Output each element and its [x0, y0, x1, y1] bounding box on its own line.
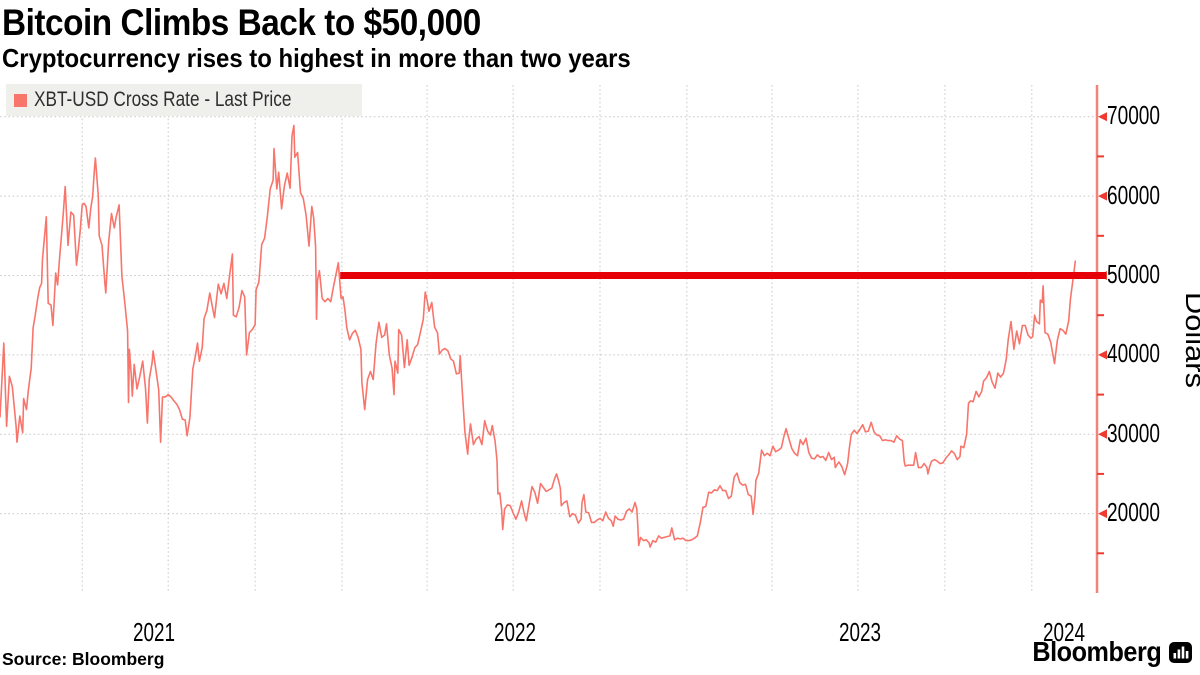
x-tick-label-2022: 2022 — [494, 617, 536, 647]
gridlines — [0, 85, 1097, 593]
page-title: Bitcoin Climbs Back to $50,000 — [2, 2, 481, 43]
y-tick-label-60000: 60000 — [1107, 180, 1160, 210]
y-tick-label-70000: 70000 — [1107, 100, 1160, 130]
y-tick-label-20000: 20000 — [1107, 497, 1160, 527]
x-tick-label-2021: 2021 — [133, 617, 175, 647]
y-axis-ticks — [1097, 112, 1107, 555]
page-subtitle: Cryptocurrency rises to highest in more … — [2, 43, 631, 73]
price-line-series — [0, 124, 1077, 548]
legend-swatch — [14, 93, 27, 107]
legend-label: XBT-USD Cross Rate - Last Price — [34, 88, 292, 111]
bloomberg-wordmark: Bloomberg — [1032, 636, 1161, 667]
y-tick-label-50000: 50000 — [1107, 259, 1160, 289]
source-credit: Source: Bloomberg — [2, 649, 165, 669]
x-tick-label-2024: 2024 — [1043, 617, 1085, 647]
y-axis-title: Dollars — [1180, 292, 1200, 388]
bloomberg-logo: Bloomberg — [1018, 638, 1192, 666]
y-tick-label-40000: 40000 — [1107, 338, 1160, 368]
chart-legend: XBT-USD Cross Rate - Last Price — [6, 84, 362, 116]
bar-chart-icon — [1169, 641, 1192, 663]
y-tick-label-30000: 30000 — [1107, 418, 1160, 448]
x-tick-label-2023: 2023 — [839, 617, 881, 647]
